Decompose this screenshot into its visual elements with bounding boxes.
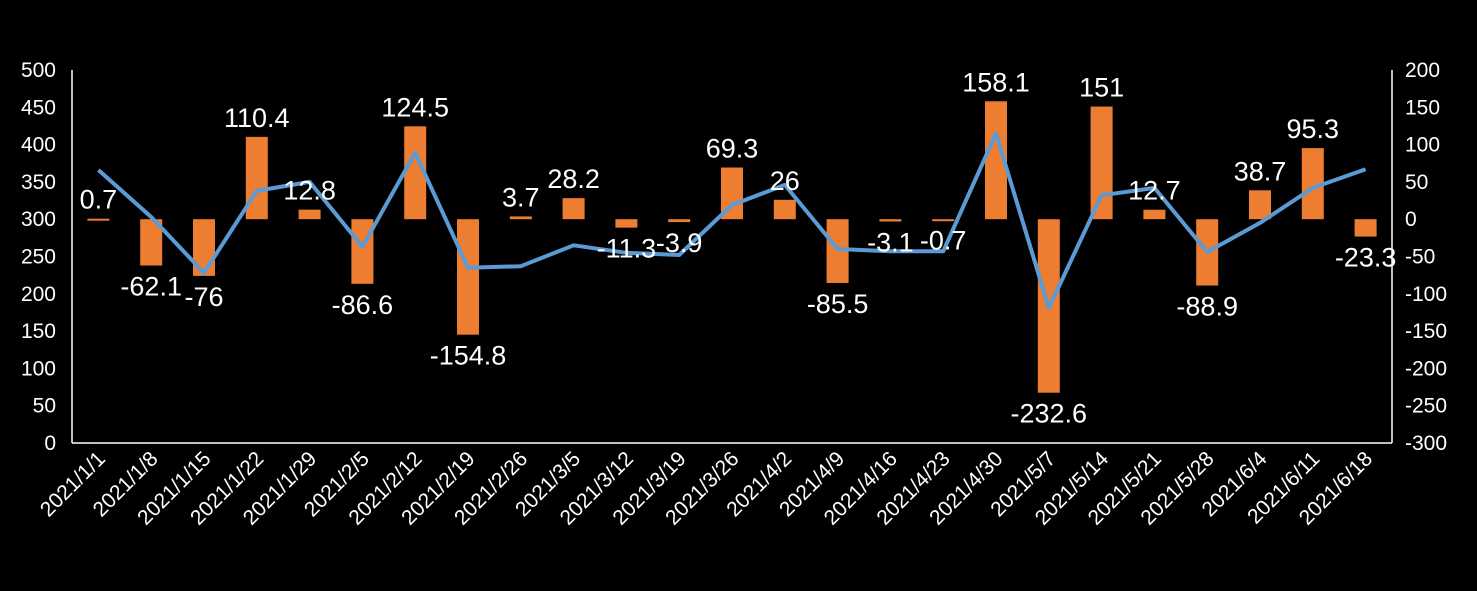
data-label: -88.9 — [1176, 292, 1238, 322]
right-tick-label: -300 — [1405, 432, 1447, 455]
bar — [509, 216, 532, 220]
data-label: -11.3 — [597, 234, 657, 264]
left-tick-label: 200 — [21, 283, 56, 306]
data-label: 3.7 — [502, 182, 540, 212]
axes: 050100150200250300350400450500-300-250-2… — [21, 59, 1447, 455]
data-label: 151 — [1079, 73, 1124, 103]
right-tick-label: -200 — [1405, 357, 1447, 380]
bar — [87, 218, 110, 221]
right-tick-label: -150 — [1405, 320, 1447, 343]
bar — [351, 219, 374, 284]
data-label: 38.7 — [1234, 156, 1287, 186]
data-label: -62.1 — [120, 272, 182, 302]
bar — [404, 126, 427, 220]
bar — [1301, 148, 1324, 220]
right-tick-label: -50 — [1405, 246, 1435, 269]
data-label: 158.1 — [962, 67, 1030, 97]
bar — [932, 219, 955, 222]
left-tick-label: 300 — [21, 208, 56, 231]
right-tick-label: 100 — [1405, 134, 1440, 157]
bar — [879, 219, 902, 222]
bar — [985, 101, 1007, 220]
left-tick-label: 450 — [21, 96, 56, 119]
bar-series — [87, 101, 1377, 393]
bar — [298, 209, 321, 220]
bar — [245, 136, 268, 220]
bar — [615, 219, 638, 228]
bar — [773, 199, 796, 220]
bar — [668, 219, 691, 223]
data-label: -3.1 — [867, 228, 914, 258]
right-tick-label: -100 — [1405, 283, 1447, 306]
data-label: 110.4 — [224, 103, 290, 133]
right-tick-label: 0 — [1405, 208, 1417, 231]
right-tick-label: 200 — [1405, 59, 1440, 82]
left-tick-label: 400 — [21, 134, 56, 157]
left-tick-label: 250 — [21, 246, 56, 269]
bar — [562, 198, 585, 220]
bar — [1143, 209, 1166, 220]
data-label: 12.8 — [283, 176, 336, 206]
left-tick-label: 0 — [44, 432, 56, 455]
data-label: 124.5 — [381, 92, 449, 122]
data-label: 26 — [770, 166, 800, 196]
line-series — [97, 131, 1367, 310]
data-label: -85.5 — [807, 289, 869, 319]
bar — [721, 167, 743, 220]
x-axis-ticks: 2021/1/12021/1/82021/1/152021/1/222021/1… — [36, 447, 1377, 530]
right-tick-label: -250 — [1405, 395, 1447, 418]
bar — [1354, 219, 1377, 237]
bar — [1249, 190, 1271, 220]
left-tick-label: 150 — [21, 320, 56, 343]
left-tick-label: 100 — [21, 357, 56, 380]
data-label: -76 — [184, 282, 223, 312]
data-label: -232.6 — [1011, 399, 1088, 429]
data-label: -23.3 — [1335, 243, 1397, 273]
data-label: 12.7 — [1128, 176, 1181, 206]
right-tick-label: 150 — [1405, 96, 1440, 119]
data-label: -3.9 — [656, 228, 703, 258]
data-label: -154.8 — [430, 341, 507, 371]
bar — [140, 219, 163, 266]
bar — [826, 219, 849, 283]
data-label: -0.7 — [920, 226, 967, 256]
data-label: 69.3 — [706, 134, 759, 164]
left-tick-label: 500 — [21, 59, 56, 82]
left-tick-label: 350 — [21, 171, 56, 194]
bar — [1090, 106, 1113, 220]
data-label: 0.7 — [80, 185, 118, 215]
data-labels: 0.7-62.1 -76110.412.8-86.6124.5-154.83.72… — [80, 67, 1397, 428]
line-path — [97, 131, 1367, 310]
right-tick-label: 50 — [1405, 171, 1428, 194]
left-tick-label: 50 — [33, 395, 56, 418]
data-label: 95.3 — [1287, 114, 1340, 144]
data-label: -86.6 — [332, 290, 394, 320]
data-label: 28.2 — [547, 164, 600, 194]
bar — [457, 219, 479, 335]
